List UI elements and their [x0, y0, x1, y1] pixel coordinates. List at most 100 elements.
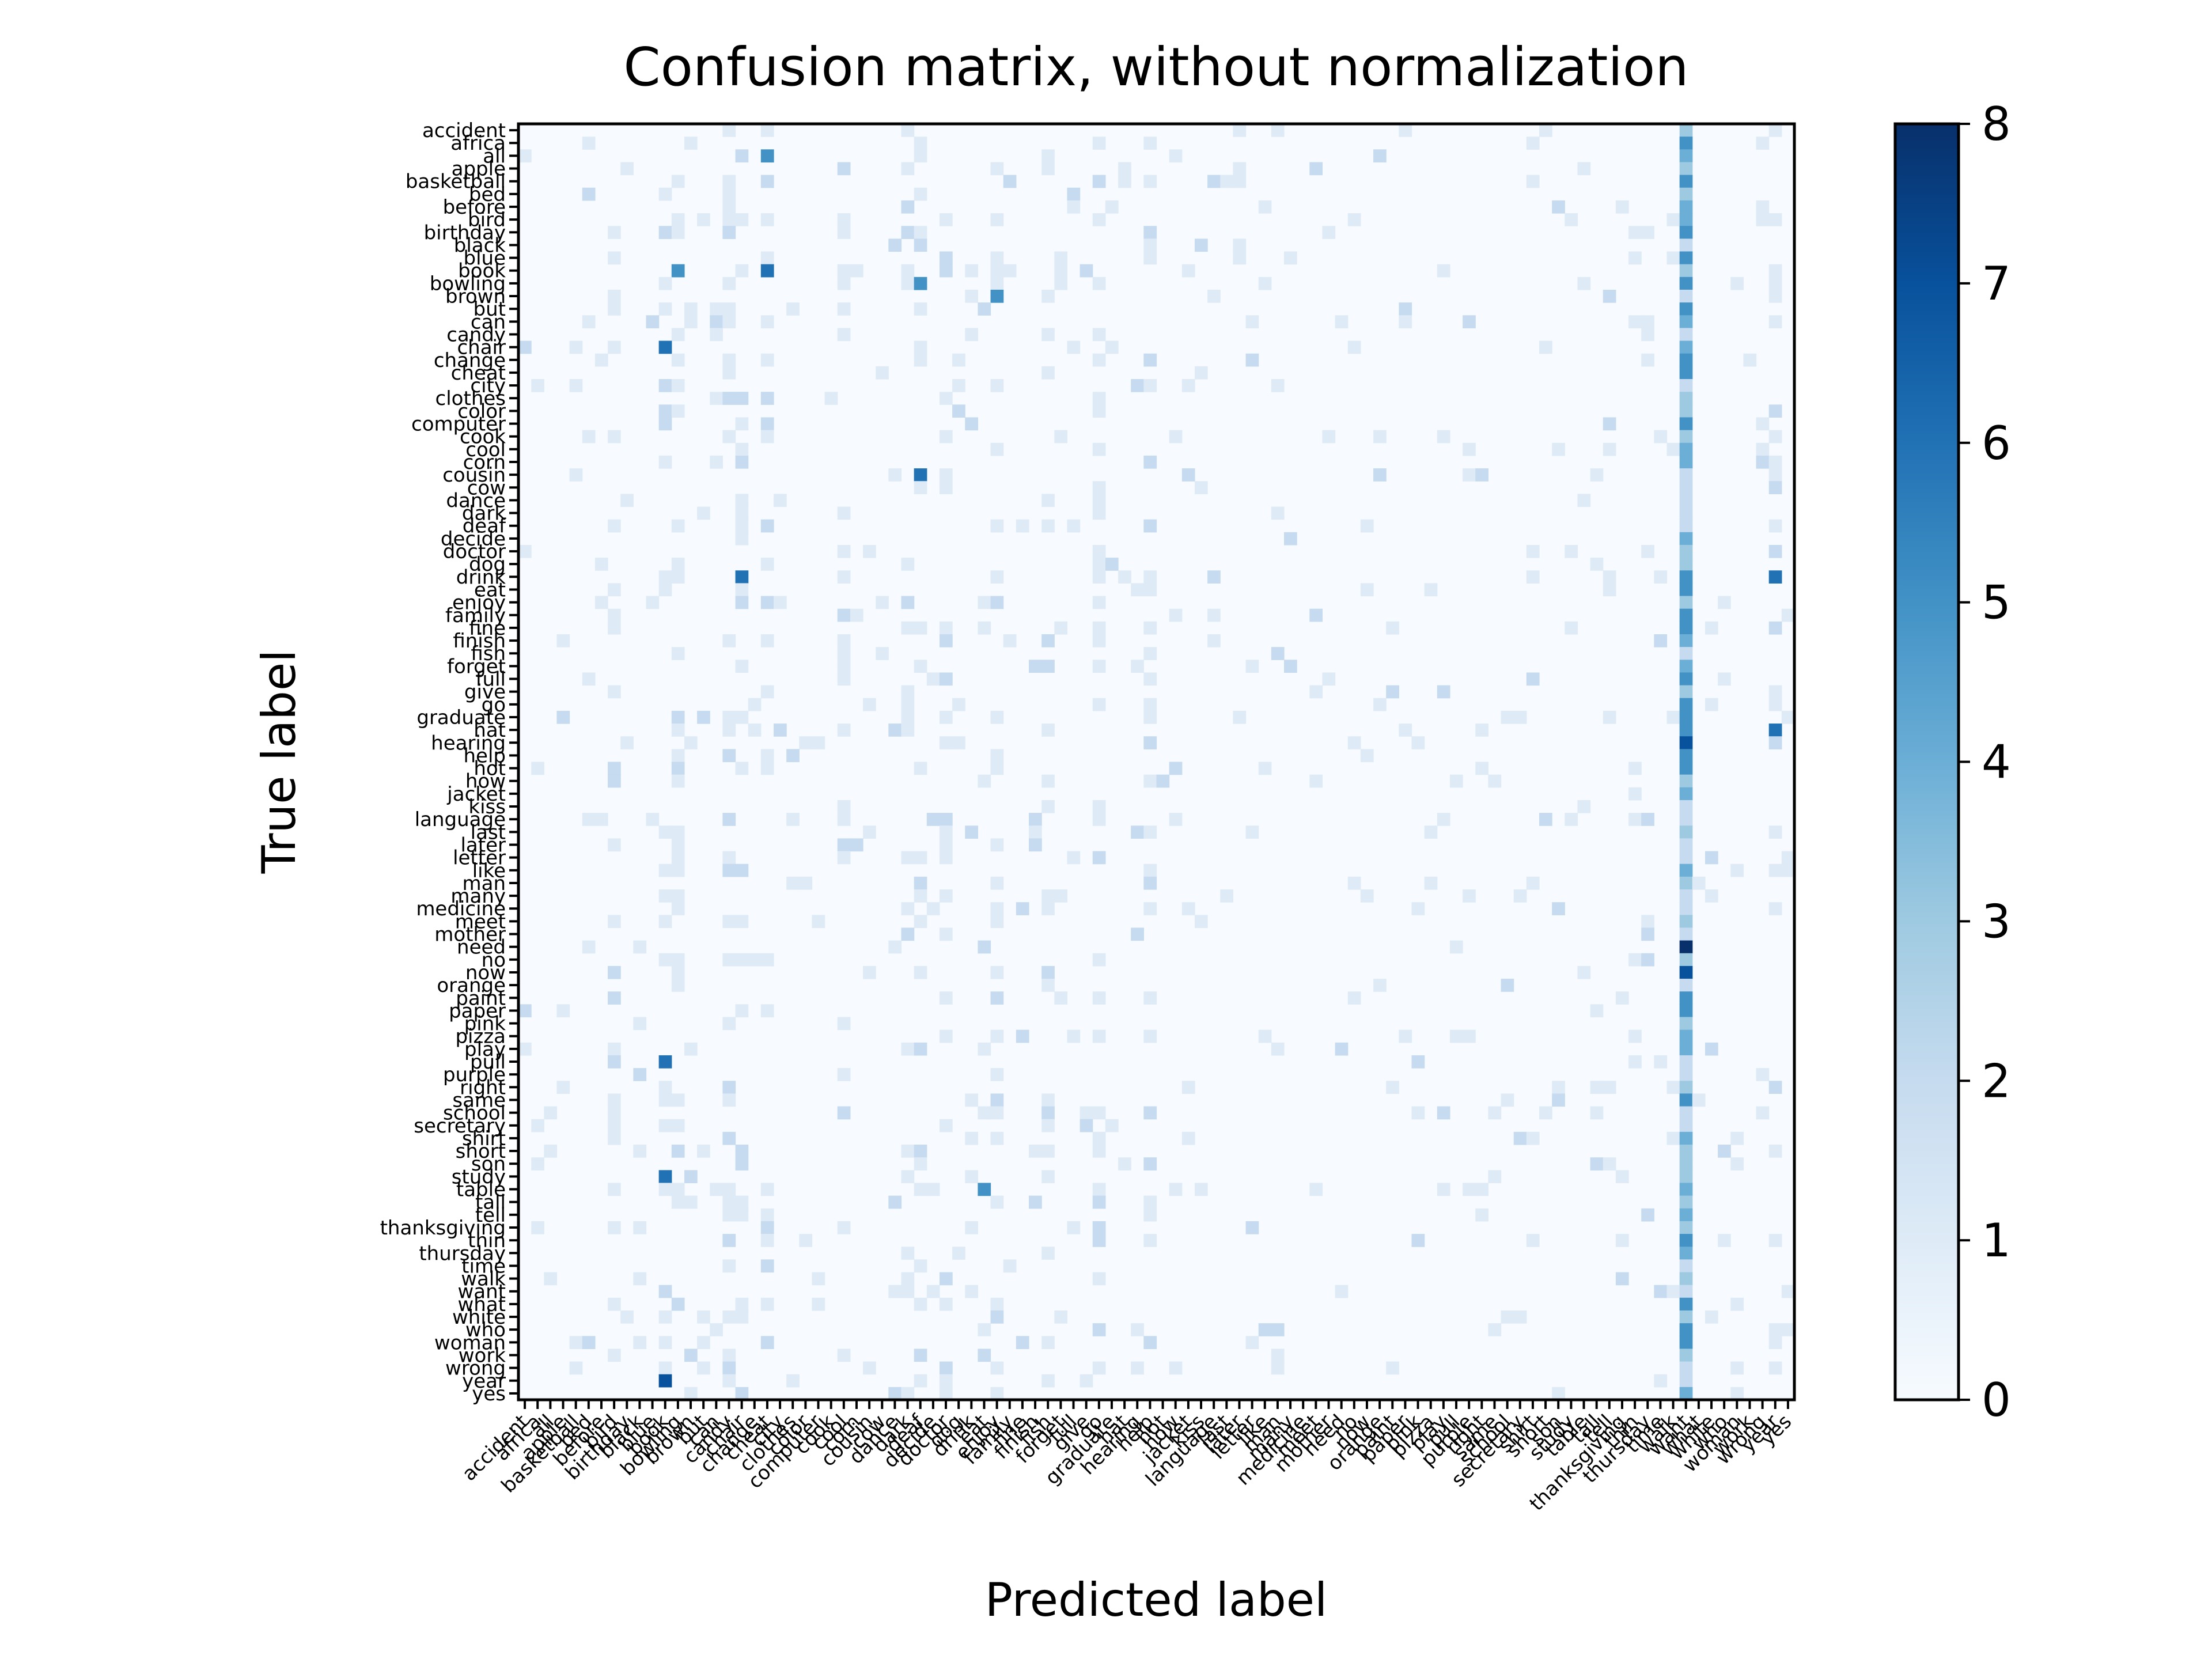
heatmap-cell [1666, 1081, 1680, 1094]
heatmap-cell [1577, 965, 1591, 979]
heatmap-cell [633, 1017, 647, 1031]
heatmap-cell [926, 672, 940, 686]
y-tick-label: language [415, 808, 506, 831]
y-tick-label: now [465, 961, 506, 984]
heatmap-cell [608, 226, 621, 239]
heatmap-cell [1768, 863, 1782, 877]
heatmap-cell [518, 340, 532, 354]
y-tick-label: need [457, 936, 506, 959]
heatmap-cell [1092, 353, 1106, 367]
heatmap-cell [1143, 353, 1157, 367]
heatmap-cell [1603, 289, 1616, 303]
heatmap-cell [1207, 608, 1221, 622]
heatmap-cell [990, 1106, 1004, 1120]
heatmap-cell [1041, 979, 1055, 992]
colorbar-tick-label: 1 [1982, 1214, 2011, 1267]
heatmap-cell [1284, 660, 1297, 673]
heatmap-cell [735, 392, 749, 405]
heatmap-cell [1641, 1208, 1654, 1222]
heatmap-cell [990, 251, 1004, 265]
heatmap-cell [1475, 724, 1488, 737]
heatmap-cell [901, 902, 915, 915]
heatmap-cell [774, 724, 787, 737]
heatmap-cell [1679, 762, 1693, 775]
heatmap-cell [1067, 200, 1081, 214]
heatmap-cell [1501, 1310, 1514, 1324]
y-tick-label: last [471, 821, 506, 844]
heatmap-cell [774, 494, 787, 507]
heatmap-cell [1347, 340, 1361, 354]
heatmap-cell [1003, 634, 1017, 647]
heatmap-cell [837, 813, 851, 826]
heatmap-cell [939, 430, 953, 444]
heatmap-cell [760, 1221, 774, 1234]
heatmap-cell [978, 1042, 991, 1056]
heatmap-cell [1016, 902, 1029, 915]
y-tick-label: finish [453, 630, 506, 653]
heatmap-cell [837, 226, 851, 239]
heatmap-cell [1181, 1131, 1195, 1145]
heatmap-cell [901, 1247, 915, 1260]
heatmap-cell [1679, 583, 1693, 597]
heatmap-cell [760, 353, 774, 367]
heatmap-cell [1092, 276, 1106, 290]
heatmap-cell [990, 162, 1004, 176]
heatmap-cell [735, 494, 749, 507]
heatmap-cell [1131, 927, 1144, 941]
heatmap-cell [1679, 902, 1693, 915]
heatmap-cell [518, 1004, 532, 1018]
heatmap-cell [1679, 570, 1693, 584]
heatmap-cell [760, 762, 774, 775]
heatmap-cell [965, 289, 978, 303]
y-tick-label: graduate [416, 706, 506, 729]
heatmap-cell [1565, 621, 1578, 635]
heatmap-cell [1615, 1272, 1629, 1286]
y-tick-label: but [474, 298, 506, 321]
heatmap-cell [735, 1157, 749, 1171]
heatmap-cell [722, 863, 736, 877]
colorbar-tick-label: 8 [1982, 97, 2011, 151]
heatmap-cell [1679, 417, 1693, 431]
heatmap-cell [939, 736, 953, 749]
heatmap-cell [837, 800, 851, 813]
heatmap-cell [901, 162, 915, 176]
heatmap-cell [914, 353, 927, 367]
heatmap-cell [1449, 940, 1463, 954]
heatmap-cell [760, 1208, 774, 1222]
heatmap-cell [1194, 915, 1208, 929]
heatmap-cell [1041, 494, 1055, 507]
heatmap-cell [697, 213, 710, 226]
heatmap-cell [582, 430, 596, 444]
heatmap-cell [608, 991, 621, 1005]
heatmap-cell [1768, 736, 1782, 749]
y-tick-label: computer [411, 413, 506, 436]
plot-frame [517, 122, 1796, 1402]
heatmap-cell [1641, 915, 1654, 929]
heatmap-cell [1679, 965, 1693, 979]
heatmap-cell [914, 876, 927, 890]
heatmap-cell [671, 724, 685, 737]
heatmap-cell [1284, 532, 1297, 546]
heatmap-cell [1679, 187, 1693, 201]
heatmap-cell [1526, 544, 1540, 558]
heatmap-cell [1666, 710, 1680, 724]
heatmap-cell [620, 736, 634, 749]
heatmap-cell [760, 430, 774, 444]
heatmap-cell [1654, 1055, 1668, 1069]
heatmap-cell [914, 302, 927, 316]
y-tick-label: medicine [416, 897, 506, 921]
heatmap-cell [978, 1183, 991, 1196]
heatmap-cell [1092, 596, 1106, 609]
heatmap-cell [1768, 468, 1782, 482]
heatmap-cell [1756, 200, 1770, 214]
heatmap-cell [1679, 1042, 1693, 1056]
heatmap-cell [1730, 1131, 1744, 1145]
heatmap-cell [990, 264, 1004, 278]
heatmap-cell [990, 596, 1004, 609]
heatmap-cell [837, 634, 851, 647]
heatmap-cell [837, 264, 851, 278]
y-tick-label: blue [464, 247, 506, 270]
heatmap-cell [901, 685, 915, 699]
heatmap-cell [684, 1349, 698, 1362]
